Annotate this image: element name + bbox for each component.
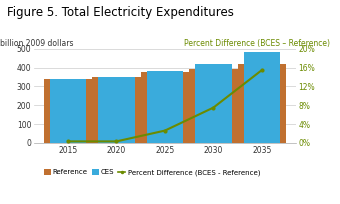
Bar: [98, 77, 135, 143]
Bar: [50, 79, 86, 143]
Bar: [44, 79, 92, 143]
Text: Figure 5. Total Electricity Expenditures: Figure 5. Total Electricity Expenditures: [7, 6, 234, 19]
Legend: Reference, CES, Percent Difference (BCES - Reference): Reference, CES, Percent Difference (BCES…: [41, 167, 263, 179]
Bar: [189, 69, 238, 143]
Text: Percent Difference (BCES – Reference): Percent Difference (BCES – Reference): [184, 39, 330, 48]
Bar: [141, 72, 189, 143]
Text: billion 2009 dollars: billion 2009 dollars: [0, 39, 73, 48]
Bar: [238, 64, 286, 143]
Bar: [244, 52, 280, 143]
Bar: [92, 77, 141, 143]
Bar: [195, 64, 232, 143]
Bar: [147, 71, 183, 143]
